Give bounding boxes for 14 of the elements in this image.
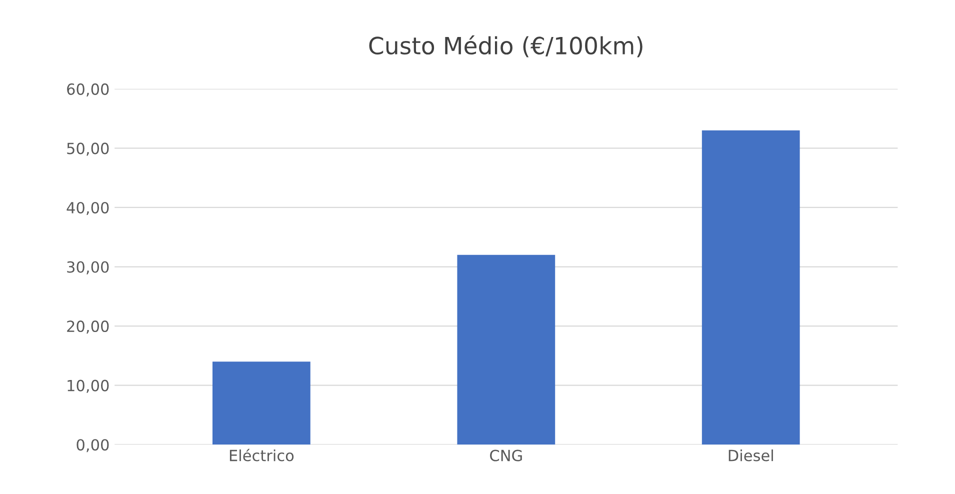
bar bbox=[212, 362, 310, 445]
y-tick-label: 60,00 bbox=[67, 83, 109, 96]
bar bbox=[457, 254, 556, 445]
bar bbox=[702, 130, 800, 445]
x-tick-label: CNG bbox=[490, 450, 522, 462]
y-tick-label: 10,00 bbox=[68, 380, 109, 393]
y-tick-label: 40,00 bbox=[66, 202, 109, 216]
x-tick-label: Eléctrico bbox=[230, 448, 294, 462]
x-tick-label: Diesel bbox=[728, 449, 773, 462]
y-tick-label: 0,00 bbox=[76, 439, 109, 452]
chart-title: Custo Médio (€/100km) bbox=[369, 35, 642, 58]
y-tick-label: 20,00 bbox=[67, 320, 109, 334]
y-tick-label: 50,00 bbox=[67, 142, 109, 156]
y-tick-label: 30,00 bbox=[67, 261, 109, 274]
